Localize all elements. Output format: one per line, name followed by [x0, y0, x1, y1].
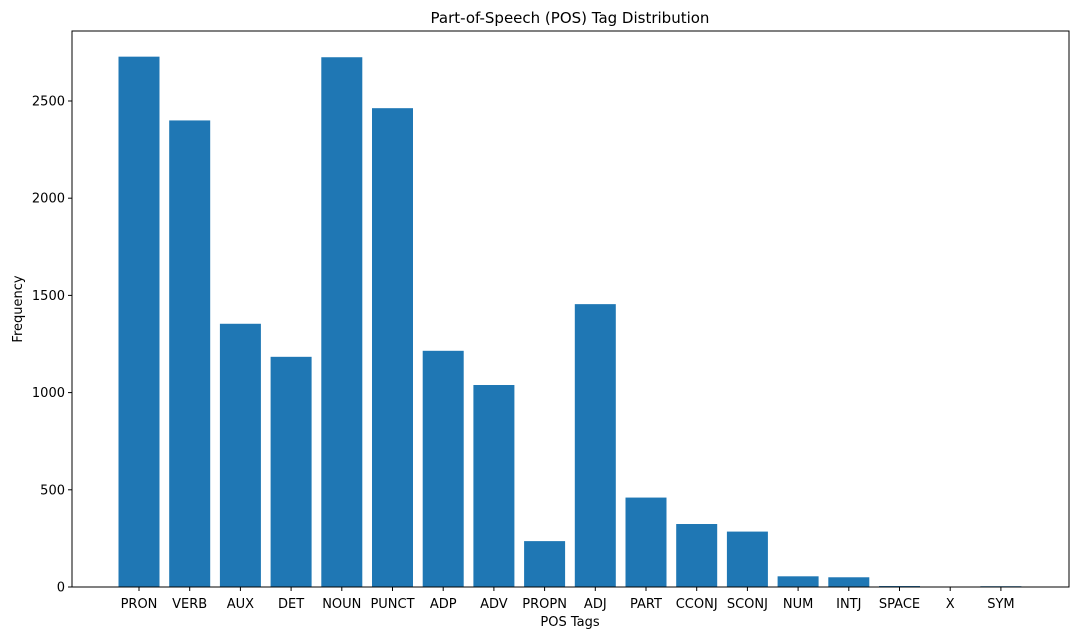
bars-group	[118, 56, 1022, 588]
x-tick-label-punct: PUNCT	[370, 597, 414, 612]
x-tick-label-adj: ADJ	[584, 597, 607, 612]
bar-intj	[828, 577, 870, 587]
bar-sconj	[726, 531, 768, 587]
bar-part	[625, 497, 667, 587]
bar-num	[777, 576, 819, 587]
x-axis: PRON VERB AUX DET NOUN PUNCT ADP ADV PROPN ADJ PAR…	[121, 587, 1015, 612]
bar-adp	[422, 350, 464, 587]
x-tick-label-sym: SYM	[987, 597, 1014, 612]
bar-aux	[219, 323, 261, 587]
x-tick-label-intj: INTJ	[836, 597, 861, 612]
y-axis: 0 500 1000 1500 2000 2500	[32, 94, 72, 596]
x-tick-label-propn: PROPN	[522, 597, 567, 612]
y-tick-label-1500: 1500	[32, 289, 65, 304]
bar-noun	[321, 57, 363, 588]
plot-frame	[71, 30, 1070, 588]
x-tick-label-verb: VERB	[172, 597, 207, 612]
bar-cconj	[676, 524, 718, 587]
y-axis-label: Frequency	[11, 275, 26, 342]
x-tick-label-cconj: CCONJ	[676, 597, 718, 612]
y-tick-label-1000: 1000	[32, 386, 65, 401]
x-tick-label-noun: NOUN	[322, 597, 361, 612]
x-tick-label-sconj: SCONJ	[727, 597, 768, 612]
bar-det	[270, 356, 312, 587]
y-tick-label-2000: 2000	[32, 192, 65, 207]
x-tick-label-num: NUM	[783, 597, 813, 612]
x-tick-label-x: X	[946, 597, 955, 612]
y-tick-label-0: 0	[57, 581, 65, 596]
bar-pron	[118, 56, 160, 588]
x-tick-label-space: SPACE	[879, 597, 920, 612]
x-tick-label-pron: PRON	[121, 597, 158, 612]
chart-title: Part-of-Speech (POS) Tag Distribution	[431, 9, 710, 27]
x-tick-label-adp: ADP	[430, 597, 457, 612]
bar-adj	[574, 304, 616, 587]
x-axis-label: POS Tags	[540, 615, 599, 630]
x-tick-label-part: PART	[630, 597, 662, 612]
y-tick-label-2500: 2500	[32, 94, 65, 109]
bar-adv	[473, 385, 515, 587]
bar-punct	[372, 108, 413, 588]
y-tick-label-500: 500	[40, 483, 65, 498]
bar-verb	[169, 120, 211, 588]
x-tick-label-adv: ADV	[480, 597, 508, 612]
x-tick-label-aux: AUX	[227, 597, 254, 612]
x-tick-label-det: DET	[278, 597, 304, 612]
bar-propn	[524, 541, 566, 587]
